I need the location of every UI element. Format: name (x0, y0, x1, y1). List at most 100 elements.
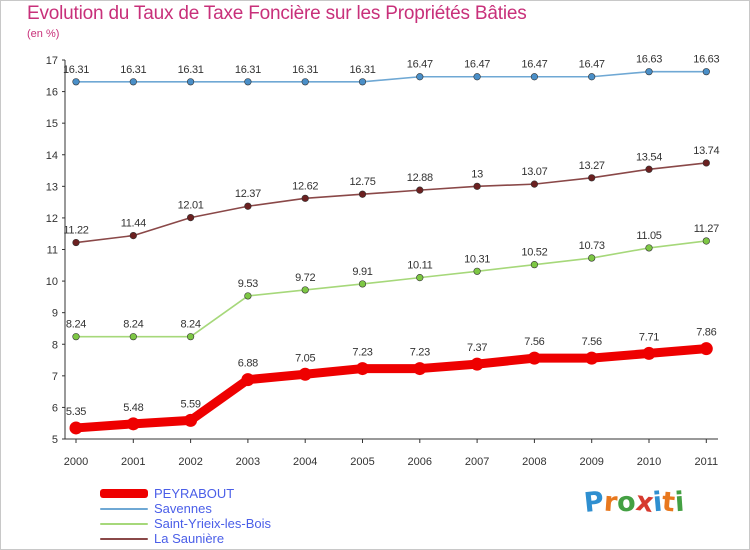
data-label: 10.73 (579, 240, 605, 252)
data-label: 7.86 (696, 327, 716, 339)
data-label: 9.91 (352, 266, 372, 278)
data-point (699, 342, 713, 356)
data-label: 16.47 (464, 59, 490, 71)
series-la-sauni-re: 11.22 11.44 12.01 12.37 12.62 12.75 12.88 13 13.… (63, 145, 720, 247)
data-point (301, 78, 309, 86)
y-tick-label: 12 (46, 213, 58, 225)
data-point (413, 362, 427, 376)
data-point (187, 78, 195, 86)
data-label: 11.05 (636, 230, 661, 242)
y-tick-label: 14 (46, 150, 58, 162)
y-tick-label: 17 (46, 55, 58, 67)
data-point (588, 254, 596, 262)
y-tick-label: 11 (47, 245, 58, 257)
legend-item: Saint-Yrieix-les-Bois (100, 516, 271, 531)
data-point (244, 202, 252, 210)
data-label: 16.31 (63, 64, 89, 76)
series-line (71, 344, 711, 433)
data-point (358, 190, 367, 198)
data-label: 11.22 (63, 225, 88, 237)
data-label: 16.63 (693, 54, 719, 66)
data-label: 10.11 (407, 260, 432, 272)
data-point (416, 274, 424, 282)
data-point (187, 214, 195, 222)
data-label: 7.37 (467, 342, 487, 354)
data-label: 9.53 (238, 278, 258, 290)
data-point (244, 78, 252, 86)
y-tick-label: 5 (52, 434, 58, 446)
data-label: 7.05 (295, 352, 315, 364)
data-label: 5.35 (66, 406, 86, 418)
data-label: 16.31 (235, 64, 261, 76)
data-label: 13.27 (579, 160, 605, 172)
logo-letter: i (674, 486, 686, 519)
legend-label: Savennes (154, 501, 212, 516)
x-tick-label: 2008 (522, 456, 546, 468)
data-label: 12.88 (407, 172, 433, 184)
data-point (298, 367, 312, 381)
x-tick-label: 2000 (64, 456, 88, 468)
data-point (642, 346, 656, 360)
chart-unit-label: (en %) (27, 28, 60, 40)
data-label: 16.31 (349, 64, 375, 76)
data-point (301, 286, 309, 294)
data-label: 7.23 (352, 347, 372, 359)
data-point (129, 232, 137, 240)
y-tick-label: 8 (52, 339, 58, 351)
data-point (358, 280, 367, 288)
data-label: 8.24 (180, 319, 200, 331)
data-point (416, 73, 424, 81)
legend-label: Saint-Yrieix-les-Bois (154, 516, 272, 531)
x-tick-label: 2009 (579, 456, 603, 468)
x-tick-label: 2010 (637, 456, 661, 468)
data-point (72, 238, 80, 247)
data-label: 5.59 (180, 398, 200, 410)
data-point (301, 194, 309, 202)
legend-item: PEYRABOUT (100, 486, 271, 501)
data-point (473, 182, 481, 190)
data-point (126, 417, 140, 431)
data-label: 5.48 (123, 402, 143, 414)
series-line (75, 240, 708, 338)
data-label: 13.74 (693, 145, 719, 157)
data-point (473, 73, 481, 81)
data-point (585, 351, 599, 365)
legend-swatch (100, 507, 148, 510)
data-label: 16.31 (120, 64, 146, 76)
data-label: 16.31 (292, 64, 318, 76)
data-label: 9.72 (295, 272, 315, 284)
data-point (588, 73, 596, 81)
data-label: 12.01 (178, 200, 204, 212)
data-point (72, 78, 80, 86)
series-savennes: 16.31 16.31 16.31 16.31 16.31 16.31 16.47 16.47… (63, 54, 720, 86)
x-tick-label: 2003 (236, 456, 260, 468)
series-saint-yrieix-les-bois: 8.24 8.24 8.24 9.53 9.72 9.91 10.11 10.31 10.52 1… (66, 223, 719, 341)
data-point (356, 362, 369, 376)
data-point (129, 78, 137, 86)
series-peyrabout: 5.35 5.48 5.59 6.88 7.05 7.23 7.23 7.37 7.56 7.56… (66, 327, 717, 435)
data-point (588, 174, 596, 182)
data-label: 6.88 (238, 358, 258, 370)
data-label: 10.31 (464, 253, 490, 265)
y-tick-label: 13 (46, 181, 58, 193)
series-line (75, 70, 708, 83)
y-tick-label: 15 (46, 118, 58, 130)
data-point (473, 267, 481, 275)
data-point (645, 68, 653, 76)
data-point (645, 165, 653, 173)
data-point (527, 351, 541, 365)
legend: PEYRABOUT Savennes Saint-Yrieix-les-Bois La… (100, 486, 271, 546)
data-label: 13.54 (636, 151, 662, 163)
data-label: 8.24 (123, 319, 143, 331)
data-label: 7.23 (410, 347, 430, 359)
data-point (72, 333, 80, 341)
data-label: 13 (471, 168, 483, 180)
x-tick-label: 2004 (293, 456, 317, 468)
data-point (530, 73, 539, 81)
chart-title: Evolution du Taux de Taxe Foncière sur l… (27, 3, 527, 24)
data-label: 16.47 (579, 59, 605, 71)
legend-item: Savennes (100, 501, 271, 516)
x-tick-label: 2006 (408, 456, 432, 468)
data-label: 16.31 (178, 64, 204, 76)
data-point (530, 261, 539, 269)
